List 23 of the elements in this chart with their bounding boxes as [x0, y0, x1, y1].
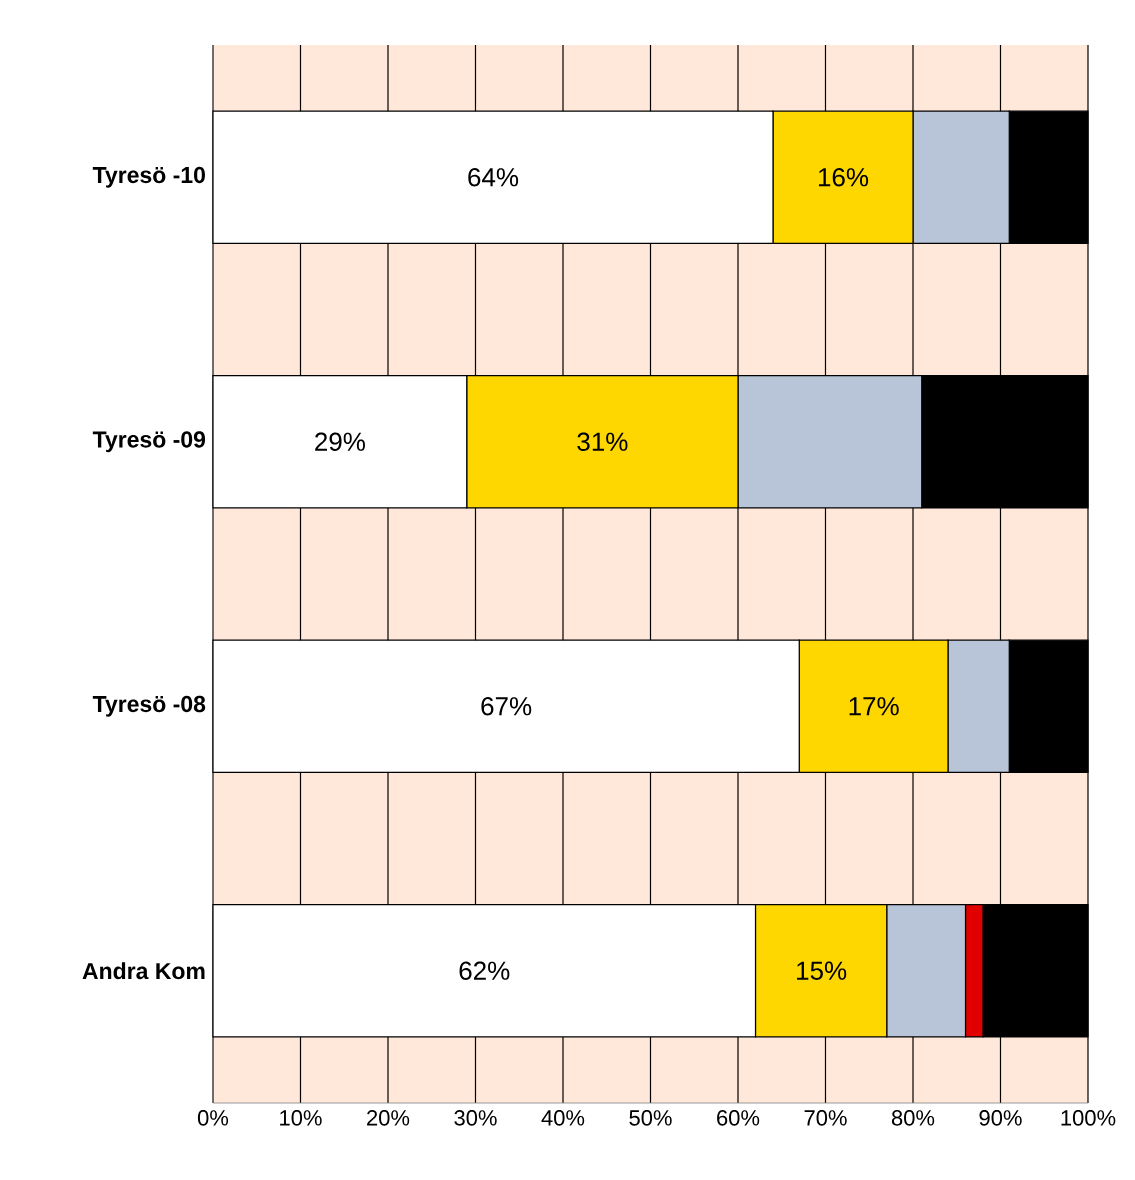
x-tick-label: 100%	[1061, 1110, 1116, 1126]
data-label: 64%	[468, 168, 519, 187]
data-label: 31%	[577, 432, 628, 451]
x-tick-label: 30%	[454, 1110, 497, 1126]
x-tick-label: 80%	[891, 1110, 935, 1126]
x-tick-label: 60%	[717, 1110, 760, 1126]
x-tick-label: 40%	[541, 1110, 585, 1126]
x-tick-label: 0%	[197, 1110, 229, 1126]
data-label: 67%	[481, 697, 532, 716]
x-tick-label: 50%	[629, 1110, 672, 1126]
x-tick-label: 20%	[367, 1110, 410, 1126]
data-label: 62%	[459, 961, 510, 980]
data-label: 16%	[818, 168, 869, 187]
x-tick-label: 10%	[280, 1110, 322, 1126]
y-tick-label: Tyresö -09	[92, 431, 206, 453]
data-label: 29%	[315, 432, 365, 451]
data-label: 15%	[797, 961, 847, 980]
y-tick-label: Tyresö -08	[92, 695, 206, 717]
x-tick-label: 90%	[979, 1110, 1022, 1126]
y-tick-label: Andra Kom	[82, 962, 205, 980]
y-tick-label: Tyresö -10	[92, 166, 205, 188]
x-tick-label: 70%	[804, 1110, 847, 1126]
data-label: 17%	[849, 697, 899, 716]
